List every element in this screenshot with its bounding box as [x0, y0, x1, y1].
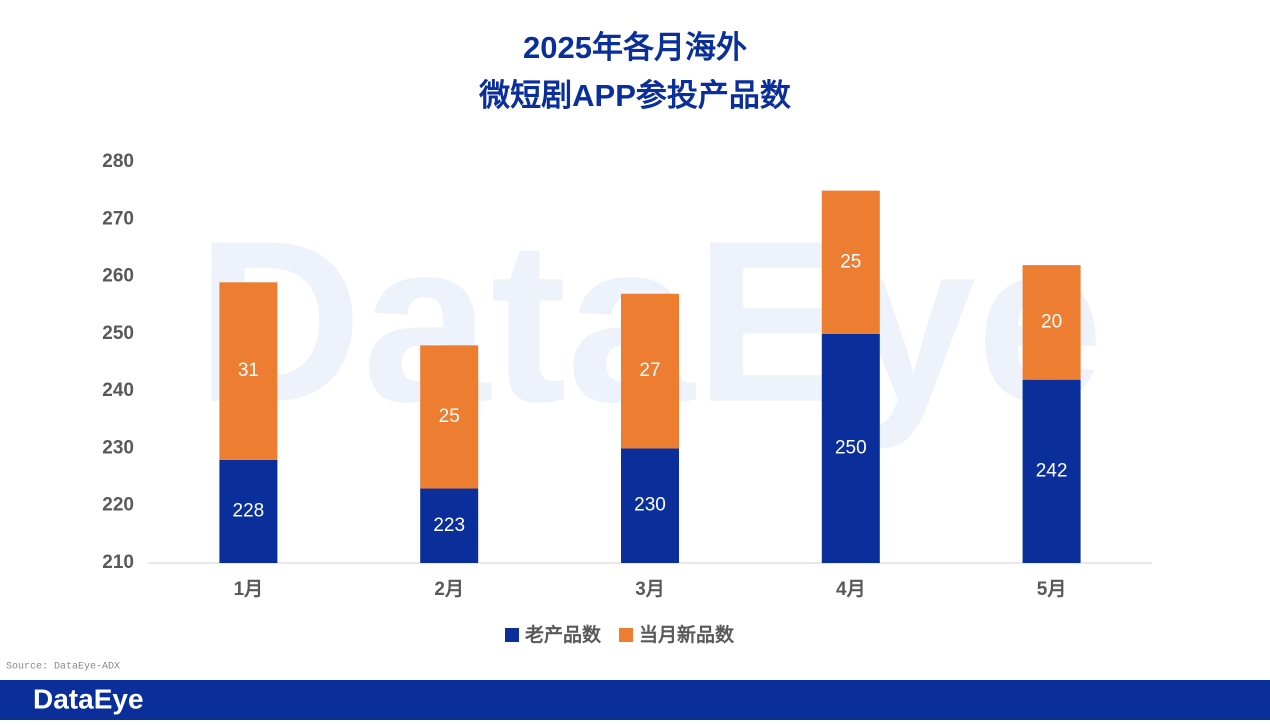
data-label: 25 [840, 251, 861, 272]
y-tick-label: 210 [102, 552, 134, 573]
legend-label: 老产品数 [525, 623, 602, 646]
data-label: 20 [1041, 311, 1062, 332]
data-label: 31 [238, 360, 259, 381]
chart-title: 微短剧APP参投产品数 [478, 78, 791, 113]
legend-label: 当月新品数 [639, 623, 735, 646]
y-tick-label: 250 [102, 323, 134, 344]
bar-segment [821, 333, 880, 563]
y-tick-label: 260 [102, 266, 134, 287]
bar-segment [219, 459, 278, 563]
bar-segment [420, 488, 479, 563]
y-tick-label: 230 [102, 437, 134, 458]
chart-title: 2025年各月海外 [523, 30, 747, 65]
bar-segment [621, 293, 679, 449]
x-tick-label: 4月 [836, 579, 866, 600]
legend-swatch [619, 628, 634, 642]
y-tick-label: 280 [102, 151, 134, 172]
data-label: 25 [439, 406, 460, 427]
data-label: 230 [634, 495, 666, 516]
bar-segment [420, 345, 479, 489]
x-tick-label: 2月 [434, 579, 464, 600]
bar-segment [1022, 265, 1081, 380]
x-tick-label: 1月 [234, 579, 264, 600]
footer-logo: DataEye [33, 683, 144, 714]
data-label: 223 [433, 515, 465, 536]
data-label: 250 [835, 437, 867, 458]
x-tick-label: 5月 [1037, 579, 1067, 600]
data-label: 228 [233, 500, 265, 521]
data-label: 242 [1036, 460, 1068, 481]
source-note: Source: DataEye-ADX [6, 662, 120, 673]
y-tick-label: 240 [102, 380, 134, 401]
bar-segment [821, 190, 880, 334]
y-tick-label: 270 [102, 208, 134, 229]
footer-bar [0, 680, 1270, 720]
x-tick-label: 3月 [635, 579, 665, 600]
y-tick-label: 220 [102, 495, 134, 516]
data-label: 27 [639, 360, 660, 381]
bar-segment [1022, 379, 1081, 563]
legend-swatch [505, 628, 519, 642]
bar-segment [219, 282, 278, 460]
bar-segment [621, 448, 679, 563]
